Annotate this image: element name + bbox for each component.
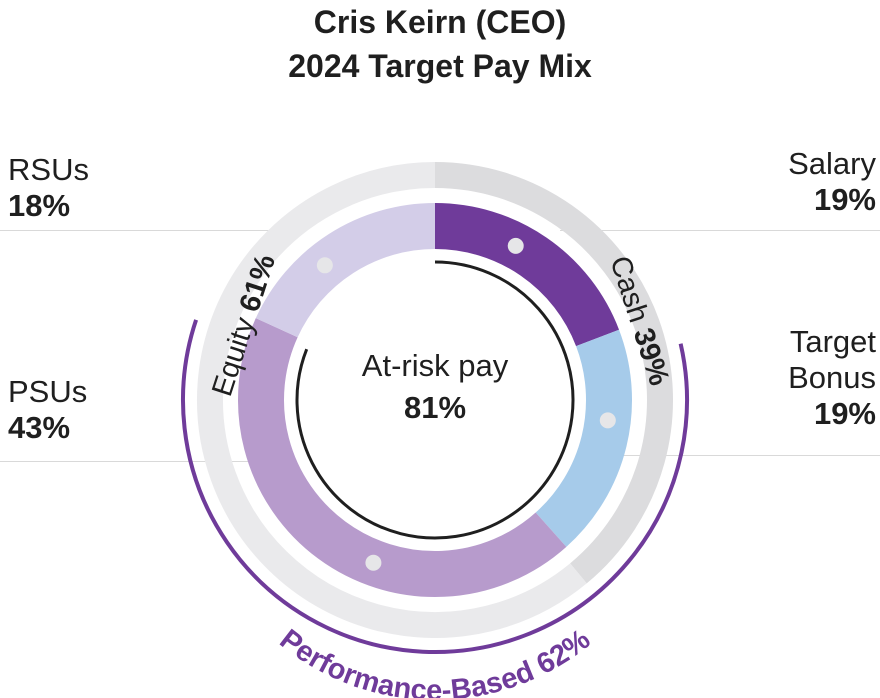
rsus-divider: [0, 230, 300, 231]
outer-ring: [197, 162, 673, 638]
salary-divider: [560, 230, 880, 231]
segment-markers: [316, 237, 616, 571]
outer-equity-segment: [197, 162, 587, 638]
salary-label: Salary 19%: [788, 146, 876, 218]
at-risk-arc: [295, 260, 575, 540]
rsus-segment: [255, 203, 436, 338]
outer-cash-segment: [434, 162, 673, 584]
salary-marker: [507, 237, 524, 254]
bonus-marker: [599, 412, 616, 429]
bonus-segment: [535, 329, 632, 547]
psus-pct: 43%: [8, 410, 71, 445]
center-value: 81%: [404, 390, 466, 425]
bonus-divider: [600, 455, 880, 456]
cash-pct: 39%: [627, 324, 675, 389]
psus-name: PSUs: [8, 374, 88, 409]
rsus-marker: [316, 257, 333, 274]
rsus-pct: 18%: [8, 188, 71, 223]
rsus-name: RSUs: [8, 152, 89, 187]
rsus-label: RSUs 18%: [8, 152, 89, 224]
bonus-pct: 19%: [813, 396, 876, 431]
chart-title-line2: 2024 Target Pay Mix: [288, 48, 592, 84]
bonus-label: Target Bonus 19%: [788, 324, 876, 432]
psus-marker: [365, 554, 382, 571]
performance-bracket: [181, 319, 689, 654]
chart-title-line1: Cris Keirn (CEO): [313, 4, 567, 40]
psus-segment: [238, 318, 567, 597]
salary-pct: 19%: [813, 182, 876, 217]
center-label: At-risk pay: [362, 348, 509, 383]
bonus-name-line2: Bonus: [788, 360, 876, 395]
inner-ring: [238, 203, 632, 597]
bonus-name-line1: Target: [789, 324, 876, 359]
salary-segment: [434, 203, 620, 347]
salary-name: Salary: [788, 146, 876, 181]
psus-label: PSUs 43%: [8, 374, 87, 446]
psus-divider: [0, 461, 260, 462]
